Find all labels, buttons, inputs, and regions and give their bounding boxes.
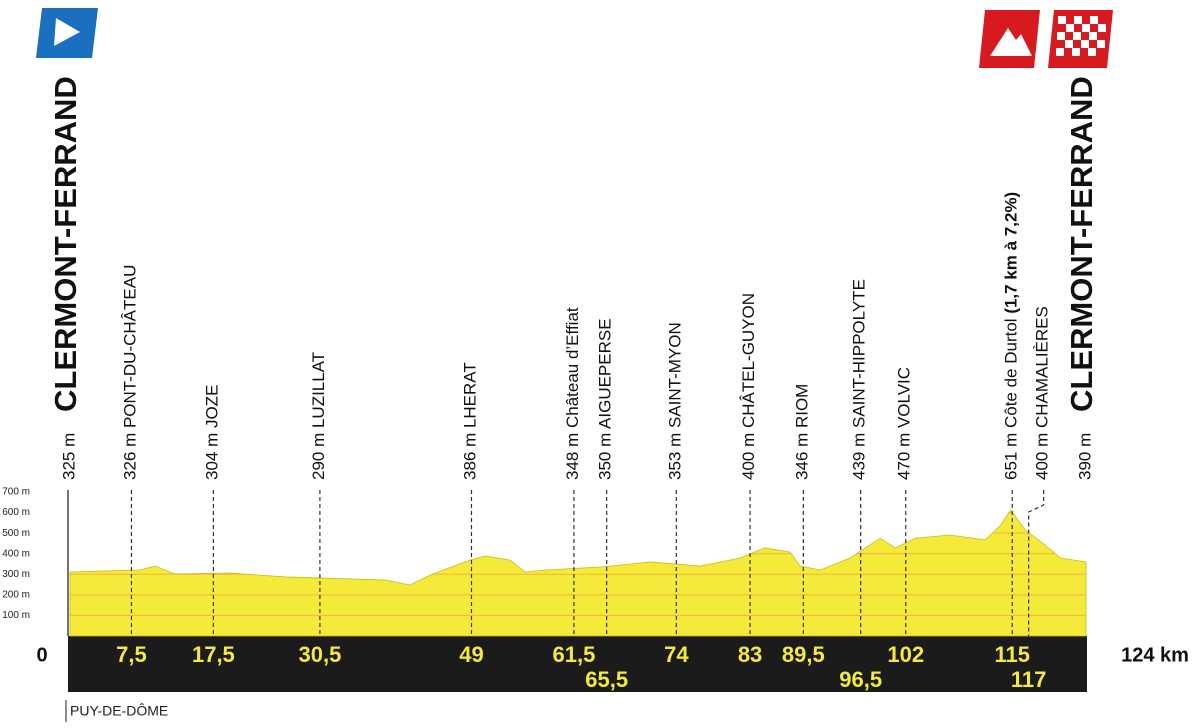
km-label: 7,5	[116, 642, 147, 667]
waypoint-label: 470 m VOLVIC	[895, 367, 914, 480]
waypoint-name: 348 m Château d’Effiat	[563, 307, 582, 480]
y-tick-label: 400 m	[2, 548, 30, 559]
waypoint-name: 304 m JOZE	[203, 385, 222, 480]
km-label: 74	[664, 642, 689, 667]
waypoint-label: 326 m PONT-DU-CHÂTEAU	[121, 265, 140, 480]
waypoint-line	[1028, 490, 1045, 636]
y-tick-label: 500 m	[2, 528, 30, 539]
waypoint-label: 651 m Côte de Durtol (1,7 km à 7,2%)	[1002, 192, 1021, 480]
waypoint-label: 350 m AIGUEPERSE	[596, 318, 615, 480]
start-city: CLERMONT-FERRAND	[48, 76, 83, 412]
start-km: 0	[36, 644, 47, 666]
waypoint-name: 353 m SAINT-MYON	[666, 322, 685, 480]
km-label: 61,5	[552, 642, 595, 667]
km-label: 96,5	[839, 667, 882, 692]
y-tick-label: 600 m	[2, 507, 30, 518]
km-label: 115	[995, 642, 1031, 667]
km-label: 102	[887, 642, 924, 667]
finish-elevation: 390 m	[1075, 433, 1094, 480]
region-label: PUY-DE-DÔME	[70, 703, 168, 719]
waypoint-label: 346 m RIOM	[793, 384, 812, 480]
climb-detail: (1,7 km à 7,2%)	[1002, 192, 1021, 314]
waypoint-label: 400 m CHÂTEL-GUYON	[740, 293, 759, 480]
waypoint-name: 386 m LHERAT	[461, 362, 480, 480]
waypoint-label: 348 m Château d’Effiat	[563, 307, 582, 480]
y-tick-label: 200 m	[2, 589, 30, 600]
waypoint-name: 350 m AIGUEPERSE	[596, 318, 615, 480]
waypoint-label: 304 m JOZE	[203, 385, 222, 480]
km-label: 83	[738, 642, 762, 667]
waypoint-name: 651 m Côte de Durtol	[1002, 318, 1021, 480]
waypoint-label: 439 m SAINT-HIPPOLYTE	[850, 279, 869, 480]
waypoint-label: 386 m LHERAT	[461, 362, 480, 480]
start-elevation: 325 m	[59, 433, 78, 480]
km-label: 17,5	[192, 642, 235, 667]
start-arrow	[54, 18, 80, 46]
finish-icon	[1048, 10, 1113, 68]
km-label: 30,5	[298, 642, 341, 667]
waypoint-label: 400 m CHAMALIÈRES	[1033, 306, 1052, 480]
y-tick-label: 300 m	[2, 569, 30, 580]
waypoint-name: 290 m LUZILLAT	[309, 352, 328, 480]
mountain-symbol	[990, 28, 1032, 56]
waypoint-name: 326 m PONT-DU-CHÂTEAU	[121, 265, 140, 480]
waypoint-label: 353 m SAINT-MYON	[666, 322, 685, 480]
km-label: 89,5	[782, 642, 825, 667]
y-tick-label: 700 m	[2, 487, 30, 498]
distance-band	[68, 636, 1087, 692]
waypoint-name: 470 m VOLVIC	[895, 367, 914, 480]
waypoint-name: 400 m CHÂTEL-GUYON	[740, 293, 759, 480]
km-label: 117	[1011, 667, 1047, 692]
finish-city: CLERMONT-FERRAND	[1064, 76, 1099, 412]
km-label: 49	[459, 642, 483, 667]
profile-area	[69, 509, 1087, 637]
km-label: 65,5	[585, 667, 628, 692]
waypoint-label: 290 m LUZILLAT	[309, 352, 328, 480]
waypoint-name: 439 m SAINT-HIPPOLYTE	[850, 279, 869, 480]
waypoint-name: 346 m RIOM	[793, 384, 812, 480]
y-tick-label: 100 m	[2, 610, 30, 621]
finish-km: 124 km	[1121, 644, 1189, 666]
waypoint-name: 400 m CHAMALIÈRES	[1033, 306, 1052, 480]
